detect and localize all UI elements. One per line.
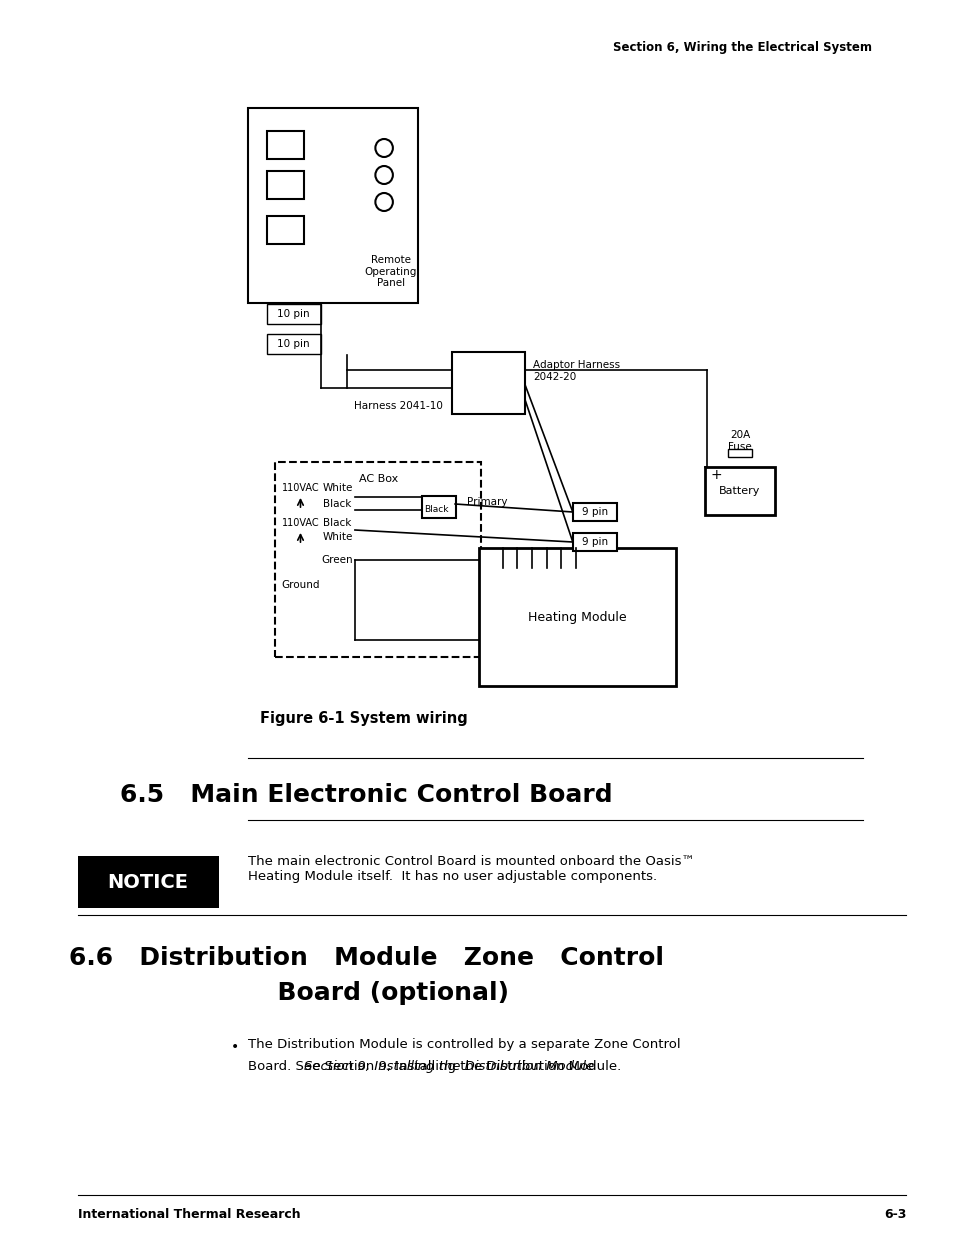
Text: Black: Black (323, 517, 352, 529)
Text: Heating Module: Heating Module (528, 610, 626, 624)
Text: Primary: Primary (466, 496, 507, 508)
Circle shape (375, 193, 393, 211)
Bar (267, 304, 320, 324)
Text: Green: Green (321, 555, 353, 564)
Text: Black: Black (424, 505, 449, 514)
Circle shape (375, 165, 393, 184)
Text: White: White (322, 483, 353, 493)
Text: Harness 2041-10: Harness 2041-10 (354, 401, 442, 411)
Bar (728, 450, 751, 457)
Text: The main electronic Control Board is mounted onboard the Oasis™
Heating Module i: The main electronic Control Board is mou… (248, 855, 694, 883)
Text: 9 pin: 9 pin (581, 537, 608, 547)
Text: Battery: Battery (719, 487, 760, 496)
Text: 6-3: 6-3 (883, 1209, 905, 1221)
Bar (274, 462, 481, 657)
Text: Black: Black (323, 499, 352, 509)
Text: 10 pin: 10 pin (277, 338, 310, 350)
Bar (704, 467, 774, 515)
Text: Remote
Operating
Panel: Remote Operating Panel (364, 254, 416, 288)
Text: International Thermal Research: International Thermal Research (78, 1209, 300, 1221)
Bar (78, 856, 218, 908)
Text: White: White (322, 532, 353, 542)
Text: Ground: Ground (281, 580, 319, 590)
Text: 20A
Fuse: 20A Fuse (727, 431, 751, 452)
Text: +: + (710, 468, 721, 482)
Text: 110VAC: 110VAC (281, 517, 319, 529)
Text: 6.5   Main Electronic Control Board: 6.5 Main Electronic Control Board (120, 783, 612, 806)
Text: The Distribution Module is controlled by a separate Zone Control: The Distribution Module is controlled by… (248, 1037, 679, 1051)
Text: 110VAC: 110VAC (281, 483, 319, 493)
Text: Board. See Section 9, Installing the Distribution Module.: Board. See Section 9, Installing the Dis… (248, 1060, 620, 1073)
Bar (572, 534, 616, 551)
Bar (572, 503, 616, 521)
Bar (479, 548, 675, 685)
Bar (267, 170, 304, 199)
Bar (267, 216, 304, 245)
Text: Figure 6-1 System wiring: Figure 6-1 System wiring (259, 710, 467, 725)
Text: NOTICE: NOTICE (107, 872, 188, 892)
Text: 10 pin: 10 pin (277, 309, 310, 319)
Text: Board (optional): Board (optional) (224, 981, 508, 1005)
Text: Section 6, Wiring the Electrical System: Section 6, Wiring the Electrical System (613, 42, 871, 54)
Text: Section 9, Installing the Distribution Module: Section 9, Installing the Distribution M… (304, 1060, 594, 1073)
Bar (421, 496, 456, 517)
Bar (248, 107, 417, 303)
Text: 6.6   Distribution   Module   Zone   Control: 6.6 Distribution Module Zone Control (69, 946, 663, 969)
Bar (267, 333, 320, 354)
Bar (452, 352, 524, 414)
Text: AC Box: AC Box (358, 474, 397, 484)
Circle shape (375, 140, 393, 157)
Text: 9 pin: 9 pin (581, 508, 608, 517)
Text: •: • (231, 1040, 239, 1053)
Text: Adaptor Harness
2042-20: Adaptor Harness 2042-20 (533, 359, 619, 382)
Bar (267, 131, 304, 159)
